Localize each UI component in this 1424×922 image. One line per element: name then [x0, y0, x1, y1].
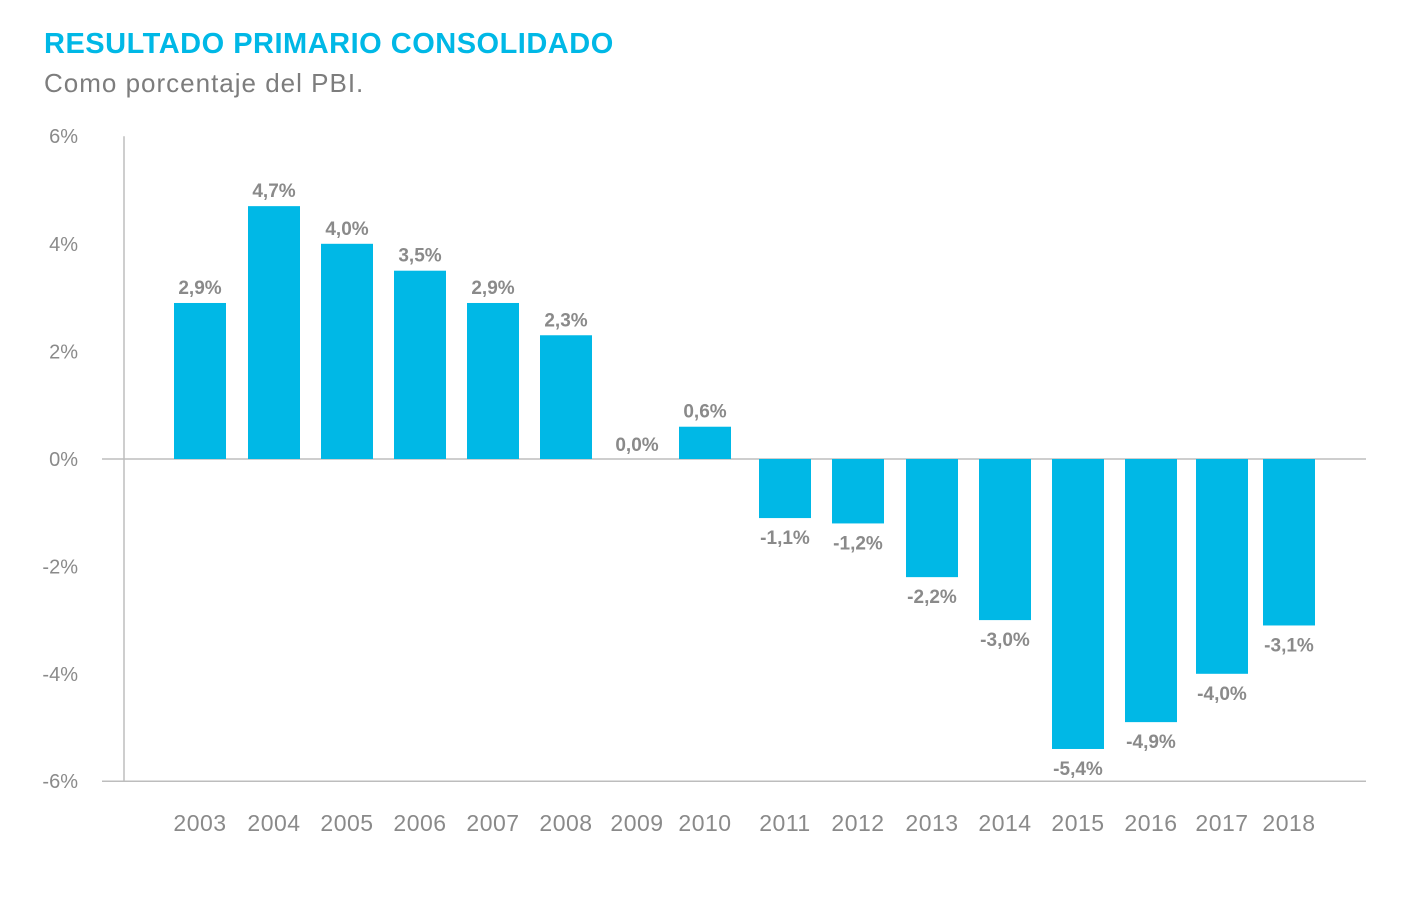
bar-2005: [321, 243, 373, 459]
data-label-2016: -4,9%: [1126, 732, 1176, 753]
data-label-2004: 4,7%: [252, 181, 295, 202]
y-tick-label: -2%: [42, 556, 78, 578]
bar-2004: [248, 206, 300, 459]
x-tick-label-2008: 2008: [539, 810, 592, 836]
data-label-2009: 0,0%: [615, 435, 658, 456]
data-label-2005: 4,0%: [325, 219, 368, 240]
x-tick-label-2004: 2004: [247, 810, 300, 836]
y-tick-label: 0%: [49, 449, 78, 471]
bar-2014: [979, 459, 1031, 621]
data-label-2017: -4,0%: [1197, 684, 1247, 705]
data-label-2006: 3,5%: [398, 246, 441, 267]
chart-bars: [174, 206, 1315, 749]
data-label-2012: -1,2%: [833, 533, 883, 554]
bar-2017: [1196, 459, 1248, 674]
chart-data-labels: 2,9% 4,7% 4,0% 3,5% 2,9% 2,3% 0,0% 0,6% -1,1% -1,…: [178, 181, 1314, 780]
y-tick-label: 6%: [49, 126, 78, 148]
data-label-2003: 2,9%: [178, 278, 221, 299]
data-label-2014: -3,0%: [980, 630, 1030, 651]
y-tick-label: -4%: [42, 664, 78, 686]
y-tick-label: -6%: [42, 771, 78, 793]
x-tick-label-2016: 2016: [1124, 810, 1177, 836]
y-tick-label: 4%: [49, 234, 78, 256]
chart-x-tick-labels: 2003 2004 2005 2006 2007 2008 2009 2010 2011 2012…: [173, 810, 1315, 836]
data-label-2010: 0,6%: [683, 402, 726, 423]
chart-subtitle: Como porcentaje del PBI.: [44, 68, 365, 98]
x-tick-label-2014: 2014: [978, 810, 1031, 836]
bar-2006: [394, 270, 446, 459]
data-label-2015: -5,4%: [1053, 759, 1103, 780]
bar-2015: [1052, 459, 1104, 749]
x-tick-label-2005: 2005: [320, 810, 373, 836]
y-tick-label: 2%: [49, 341, 78, 363]
data-label-2007: 2,9%: [471, 278, 514, 299]
bar-2010: [679, 426, 731, 459]
data-label-2011: -1,1%: [760, 528, 810, 549]
x-tick-label-2013: 2013: [905, 810, 958, 836]
x-tick-label-2012: 2012: [831, 810, 884, 836]
x-tick-label-2007: 2007: [466, 810, 519, 836]
x-tick-label-2009: 2009: [610, 810, 663, 836]
data-label-2013: -2,2%: [907, 587, 957, 608]
x-tick-label-2003: 2003: [173, 810, 226, 836]
bar-2013: [906, 459, 958, 578]
bar-2016: [1125, 459, 1177, 723]
x-tick-label-2006: 2006: [393, 810, 446, 836]
x-tick-label-2010: 2010: [678, 810, 731, 836]
x-tick-label-2018: 2018: [1262, 810, 1315, 836]
bar-2011: [759, 459, 811, 519]
data-label-2018: -3,1%: [1264, 635, 1314, 656]
bar-2018: [1263, 459, 1315, 626]
bar-2007: [467, 302, 519, 459]
chart-title: RESULTADO PRIMARIO CONSOLIDADO: [44, 28, 614, 60]
chart-y-tick-labels: 6% 4% 2% 0% -2% -4% -6%: [42, 126, 78, 793]
x-tick-label-2011: 2011: [759, 810, 810, 836]
bar-2012: [832, 459, 884, 524]
bar-2008: [540, 335, 592, 459]
x-tick-label-2017: 2017: [1195, 810, 1248, 836]
data-label-2008: 2,3%: [544, 310, 587, 331]
bar-2003: [174, 302, 226, 459]
x-tick-label-2015: 2015: [1051, 810, 1104, 836]
